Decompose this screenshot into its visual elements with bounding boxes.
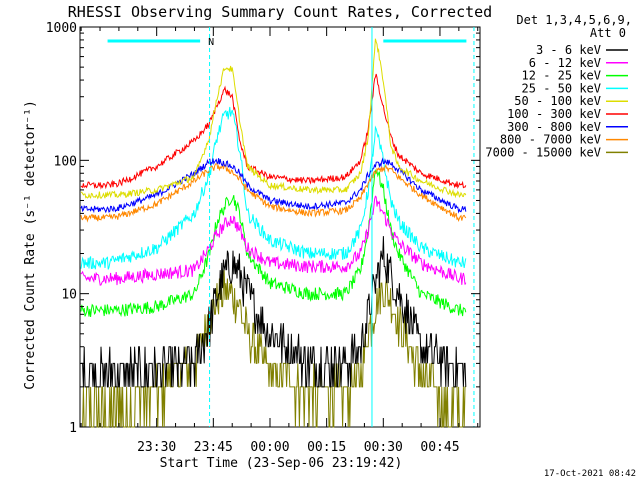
series-line-3to6kev (81, 236, 467, 388)
y-tick-label: 1 (69, 421, 77, 436)
legend-label: 50 - 100 keV (514, 94, 601, 108)
series-line-25to50kev (80, 106, 467, 270)
series-line-100to300kev (80, 73, 467, 190)
plot-frame (79, 26, 481, 428)
legend-label: 800 - 7000 keV (500, 133, 601, 147)
legend-detector-line: Det 1,3,4,5,6,9, (516, 13, 632, 27)
night-marker-layer: N (107, 27, 475, 427)
timestamp-label: 17-Oct-2021 08:42 (544, 469, 636, 479)
night-label: N (208, 37, 214, 48)
x-tick-label: 23:30 (137, 440, 176, 455)
x-tick-label: 00:30 (364, 440, 403, 455)
plot-area: N (79, 26, 481, 428)
x-tick-label: 00:15 (307, 440, 346, 455)
legend-label: 3 - 6 keV (536, 43, 601, 57)
series-line-800to7000kev (80, 163, 467, 223)
legend-label: 300 - 800 keV (507, 120, 601, 134)
chart-title: RHESSI Observing Summary Count Rates, Co… (68, 3, 492, 21)
y-axis-label: Corrected Count Rate (s⁻¹ detector⁻¹) (23, 100, 38, 390)
legend-label: 100 - 300 keV (507, 107, 601, 121)
y-tick-label: 10 (61, 288, 77, 303)
legend-label: 7000 - 15000 keV (485, 145, 601, 159)
series-line-6to12kev (80, 195, 467, 286)
y-axis: 1 10 100 1000 (46, 21, 480, 436)
legend-label: 6 - 12 keV (529, 56, 601, 70)
series-layer (80, 38, 467, 428)
x-axis-label: Start Time (23-Sep-06 23:19:42) (160, 456, 403, 471)
x-tick-label: 00:00 (250, 440, 289, 455)
legend-label: 25 - 50 keV (522, 81, 601, 95)
x-tick-label: 23:45 (194, 440, 233, 455)
legend-label: 12 - 25 keV (522, 69, 601, 83)
x-tick-label: 00:45 (420, 440, 459, 455)
series-line-12to25kev (80, 168, 467, 318)
y-tick-label: 100 (54, 154, 77, 169)
y-tick-label: 1000 (46, 21, 77, 36)
x-axis: 23:30 23:45 00:00 00:15 00:30 00:45 (80, 27, 479, 455)
series-line-7000to15000kev (81, 270, 466, 428)
legend-attenuator-line: Att 0 (590, 26, 626, 40)
series-line-50to100kev (80, 38, 467, 200)
